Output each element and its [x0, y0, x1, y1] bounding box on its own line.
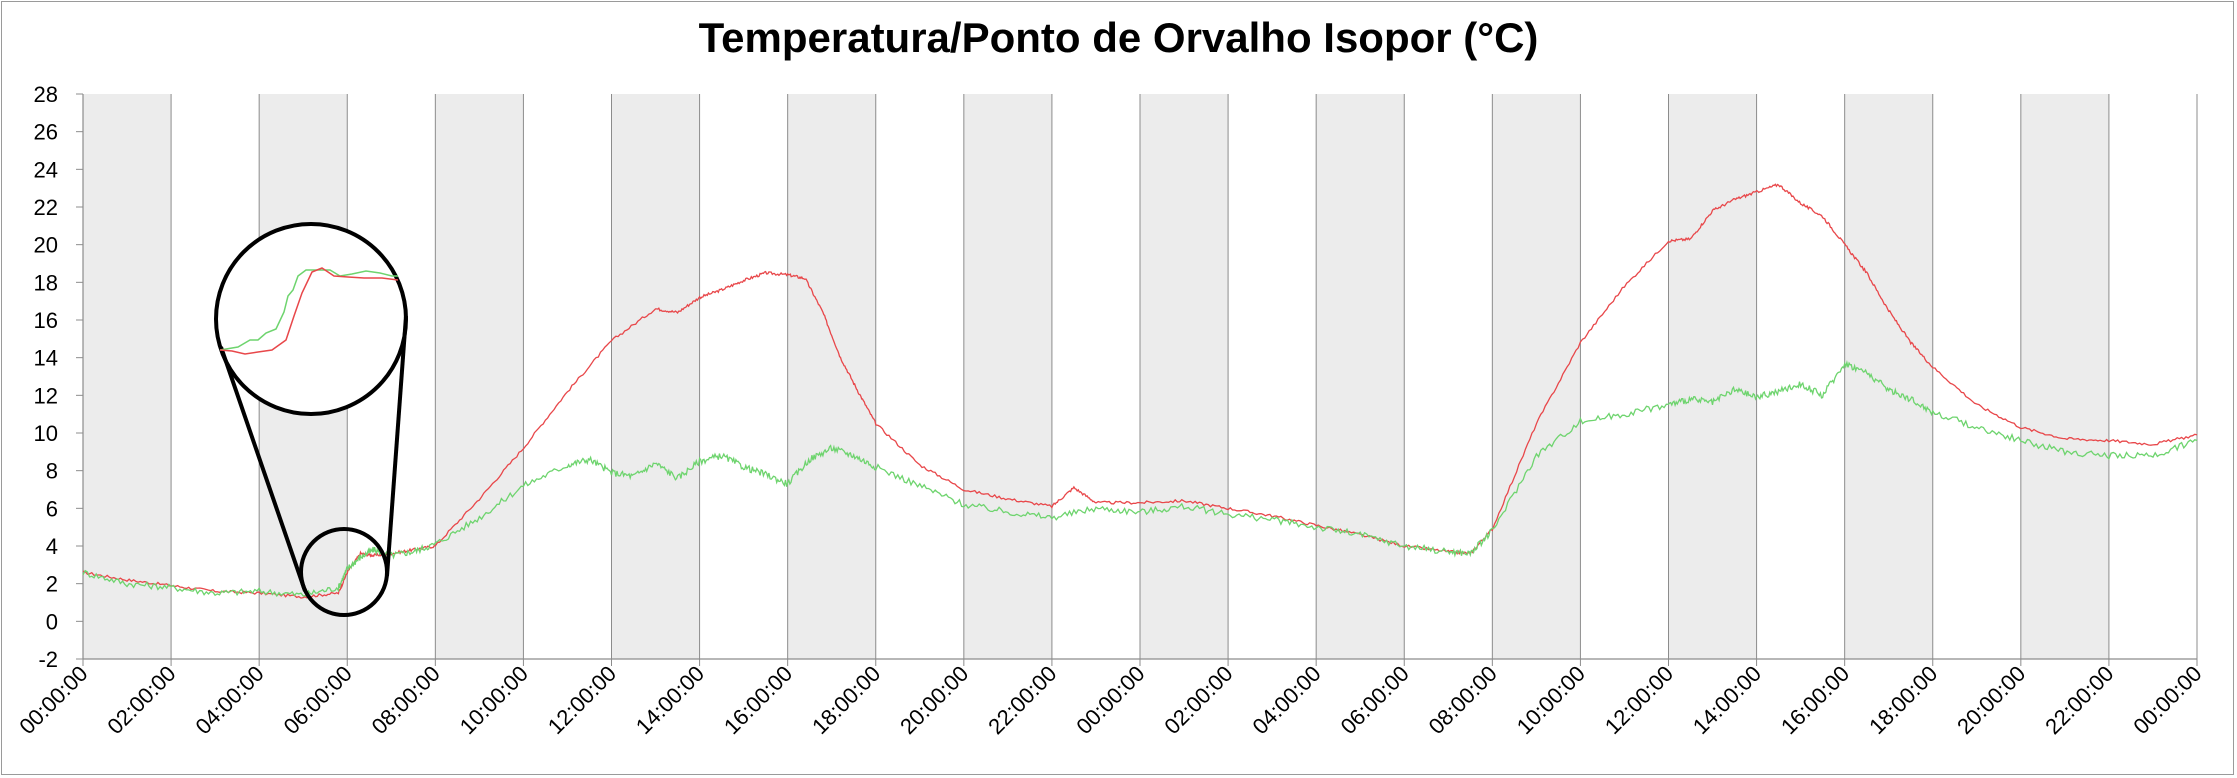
- x-tick-label: 08:00:00: [1424, 661, 1502, 739]
- zoom-callout: [214, 222, 408, 617]
- x-tick-label: 20:00:00: [1952, 661, 2030, 739]
- y-tick-label: 12: [34, 383, 58, 408]
- x-tick-label: 14:00:00: [631, 661, 709, 739]
- x-tick-label: 04:00:00: [1247, 661, 1325, 739]
- y-tick-label: 16: [34, 308, 58, 333]
- x-tick-label: 18:00:00: [1864, 661, 1942, 739]
- y-tick-label: 22: [34, 195, 58, 220]
- grey-band: [2020, 94, 2109, 659]
- y-tick-label: -2: [38, 647, 58, 672]
- x-tick-label: 12:00:00: [1600, 661, 1678, 739]
- vertical-gridlines: [170, 94, 2198, 659]
- x-tick-label: 16:00:00: [719, 661, 797, 739]
- x-tick-label: 12:00:00: [543, 661, 621, 739]
- y-tick-label: 10: [34, 421, 58, 446]
- y-tick-label: 8: [46, 459, 58, 484]
- grey-band: [963, 94, 1052, 659]
- y-tick-label: 18: [34, 270, 58, 295]
- x-tick-label: 06:00:00: [1336, 661, 1414, 739]
- x-tick-label: 00:00:00: [1071, 661, 1149, 739]
- zoom-connector-left: [219, 346, 307, 592]
- y-tick-label: 0: [46, 609, 58, 634]
- y-tick-label: 4: [46, 534, 58, 559]
- zoom-connector-right: [385, 315, 408, 577]
- x-tick-label: 02:00:00: [1159, 661, 1237, 739]
- x-tick-label: 10:00:00: [1512, 661, 1590, 739]
- x-tick-label: 18:00:00: [807, 661, 885, 739]
- zoom-trace-green: [219, 269, 398, 351]
- y-tick-label: 26: [34, 120, 58, 145]
- grey-band: [435, 94, 524, 659]
- x-tick-label: 16:00:00: [1776, 661, 1854, 739]
- grey-band: [787, 94, 876, 659]
- grey-band: [1316, 94, 1405, 659]
- x-tick-label: 06:00:00: [279, 661, 357, 739]
- x-tick-label: 22:00:00: [2040, 661, 2118, 739]
- chart-title: Temperatura/Ponto de Orvalho Isopor (°C): [698, 14, 1539, 61]
- grey-band: [1668, 94, 1757, 659]
- grey-band: [1492, 94, 1581, 659]
- y-tick-label: 14: [34, 346, 58, 371]
- series-layer: [82, 183, 2198, 599]
- grey-band: [611, 94, 700, 659]
- grey-band: [1140, 94, 1229, 659]
- grey-band: [83, 94, 172, 659]
- zoom-large-circle: [214, 222, 408, 416]
- x-tick-label: 02:00:00: [102, 661, 180, 739]
- y-tick-label: 2: [46, 572, 58, 597]
- x-tick-label: 20:00:00: [895, 661, 973, 739]
- grey-band: [1844, 94, 1933, 659]
- x-tick-label: 10:00:00: [455, 661, 533, 739]
- x-tick-label: 04:00:00: [190, 661, 268, 739]
- y-tick-label: 24: [34, 157, 58, 182]
- x-tick-label: 00:00:00: [14, 661, 92, 739]
- y-tick-label: 20: [34, 233, 58, 258]
- series-line-1: [82, 183, 2198, 599]
- x-tick-label: 08:00:00: [367, 661, 445, 739]
- zoom-trace-red: [219, 267, 399, 355]
- series-line-2: [82, 360, 2198, 598]
- time-bands: [83, 94, 2109, 659]
- x-tick-label: 14:00:00: [1688, 661, 1766, 739]
- x-axis-ticks: 00:00:00 02:00:00 04:00:00 06:00:00 08:00:00…: [14, 659, 2207, 739]
- x-tick-label: 00:00:00: [2128, 661, 2206, 739]
- y-tick-label: 28: [34, 82, 58, 107]
- y-tick-label: 6: [46, 496, 58, 521]
- x-tick-label: 22:00:00: [983, 661, 1061, 739]
